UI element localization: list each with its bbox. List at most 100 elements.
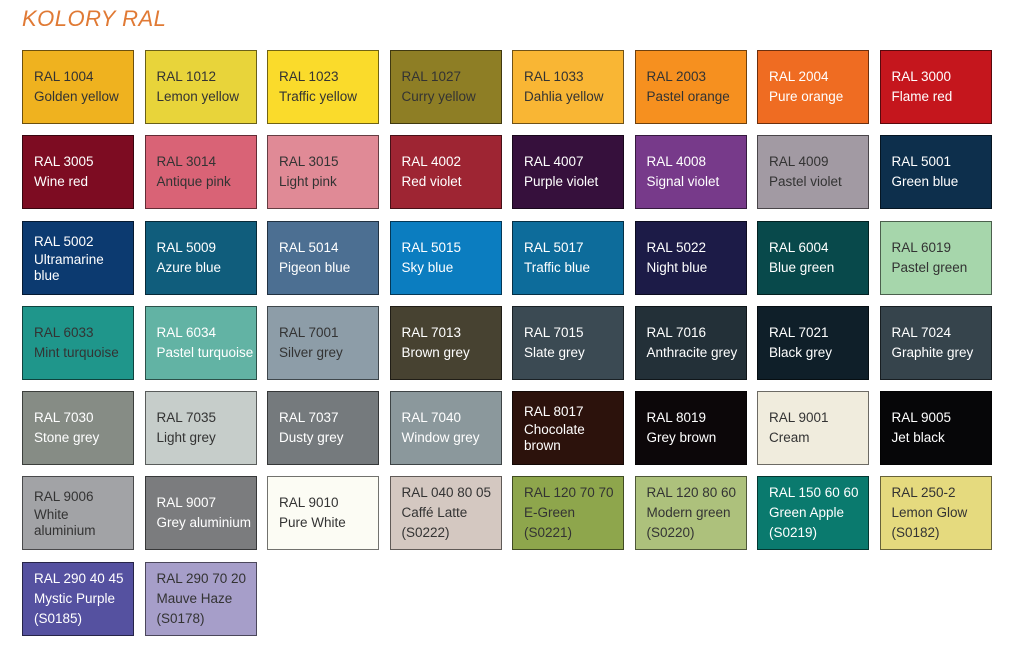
swatch-name: Lemon yellow [156,89,240,104]
color-swatch[interactable]: RAL 1004 Golden yellow [22,50,134,124]
color-swatch[interactable]: RAL 5014 Pigeon blue [267,220,379,295]
color-swatch[interactable]: RAL 9010 Pure White [267,476,379,551]
color-swatch[interactable]: RAL 7021 Black grey [757,305,869,380]
swatch-code: RAL 7016 [646,324,707,340]
swatch-name: Mauve Haze [156,590,233,606]
color-swatch[interactable]: RAL 1023 Traffic yellow [267,50,379,124]
color-swatch[interactable]: RAL 5001 Green blue [879,135,992,210]
color-swatch[interactable]: RAL 7016 Anthracite grey [634,305,747,380]
swatch-name: Light pink [279,174,337,190]
swatch-code: RAL 7021 [769,324,829,340]
color-swatch[interactable]: RAL 9006 White aluminium [22,476,134,551]
color-swatch[interactable]: RAL 8019 Grey brown [634,391,747,466]
color-swatch[interactable]: RAL 4002 Red violet [389,135,502,210]
color-swatch[interactable]: RAL 9005 Jet black [879,391,992,466]
color-swatch[interactable]: RAL 6033 Mint turquoise [22,305,134,380]
color-swatch[interactable]: RAL 3000 Flame red [879,50,992,124]
swatch-name: Green Apple [769,505,845,521]
color-swatch[interactable]: RAL 5017 Traffic blue [512,220,624,295]
swatch-name: Silver grey [279,344,343,360]
color-swatch[interactable]: RAL 2004 Pure orange [757,50,869,124]
color-swatch[interactable]: RAL 4007 Purple violet [512,135,624,210]
color-swatch[interactable]: RAL 250-2 Lemon Glow (S0182) [879,476,992,551]
color-swatch[interactable]: RAL 5002 Ultramarine blue [22,220,134,295]
color-swatch[interactable]: RAL 150 60 60 Green Apple (S0219) [757,476,869,551]
swatch-code: RAL 1027 [401,69,462,84]
swatch-code: RAL 5001 [891,154,952,170]
color-swatch[interactable]: RAL 7013 Brown grey [389,305,502,380]
swatch-code: RAL 3015 [279,154,339,170]
swatch-code: RAL 7030 [34,410,94,426]
swatch-name: E-Green [524,505,576,521]
swatch-code: RAL 6019 [891,239,952,255]
swatch-code: RAL 4008 [646,154,707,170]
color-swatch[interactable]: RAL 6034 Pastel turquoise [144,305,257,380]
swatch-name: Jet black [891,430,945,446]
color-swatch[interactable]: RAL 8017 Chocolate brown [512,391,624,466]
swatch-reference: (S0185) [34,610,83,626]
color-swatch[interactable]: RAL 9001 Cream [757,391,869,466]
swatch-code: RAL 150 60 60 [769,485,859,501]
swatch-name: Mint turquoise [34,344,119,360]
swatch-reference: (S0182) [891,525,940,541]
color-swatch[interactable]: RAL 040 80 05 Caffé Latte (S0222) [389,476,502,551]
color-swatch[interactable]: RAL 5009 Azure blue [144,220,257,295]
swatch-name: Azure blue [156,259,222,275]
swatch-code: RAL 120 70 70 [524,485,614,501]
swatch-name: Cream [769,430,810,446]
swatch-name: Stone grey [34,430,100,446]
swatch-code: RAL 2003 [646,69,707,84]
color-swatch[interactable]: RAL 4008 Signal violet [634,135,747,210]
color-swatch[interactable]: RAL 290 40 45 Mystic Purple (S0185) [22,561,134,636]
color-swatch[interactable]: RAL 7040 Window grey [389,391,502,466]
color-swatch[interactable]: RAL 3015 Light pink [267,135,379,210]
swatch-code: RAL 7013 [401,324,462,340]
color-swatch[interactable]: RAL 2003 Pastel orange [634,50,747,124]
swatch-code: RAL 5015 [401,239,462,255]
swatch-name: Red violet [401,174,462,190]
color-swatch[interactable]: RAL 290 70 20 Mauve Haze (S0178) [144,561,257,636]
swatch-name: Anthracite grey [646,344,738,360]
color-swatch[interactable]: RAL 120 80 60 Modern green (S0220) [634,476,747,551]
color-swatch[interactable]: RAL 5022 Night blue [634,220,747,295]
swatch-reference: (S0221) [524,525,573,541]
color-swatch[interactable]: RAL 7037 Dusty grey [267,391,379,466]
color-swatch[interactable]: RAL 6004 Blue green [757,220,869,295]
swatch-reference: (S0219) [769,525,818,541]
swatch-code: RAL 040 80 05 [401,485,492,501]
color-swatch[interactable]: RAL 7035 Light grey [144,391,257,466]
color-swatch[interactable]: RAL 6019 Pastel green [879,220,992,295]
color-swatch[interactable]: RAL 5015 Sky blue [389,220,502,295]
swatch-code: RAL 4007 [524,154,584,170]
swatch-code: RAL 9006 [34,489,94,505]
swatch-reference: (S0220) [646,525,695,541]
swatch-code: RAL 9007 [156,495,217,511]
swatch-name: White aluminium [34,507,96,539]
swatch-code: RAL 6033 [34,324,94,340]
swatch-name: Signal violet [646,174,720,190]
color-swatch[interactable]: RAL 1033 Dahlia yellow [512,50,624,124]
swatch-code: RAL 7035 [156,410,217,426]
color-swatch[interactable]: RAL 3014 Antique pink [144,135,257,210]
swatch-name: Golden yellow [34,89,119,104]
color-swatch[interactable]: RAL 9007 Grey aluminium [144,476,257,551]
swatch-name: Black grey [769,344,833,360]
color-swatch[interactable]: RAL 1012 Lemon yellow [144,50,257,124]
swatch-code: RAL 2004 [769,69,829,84]
swatch-code: RAL 8019 [646,410,707,426]
swatch-code: RAL 1033 [524,69,584,84]
color-swatch[interactable]: RAL 1027 Curry yellow [389,50,502,124]
color-swatch[interactable]: RAL 4009 Pastel violet [757,135,869,210]
swatch-name: Grey brown [646,430,717,446]
color-swatch[interactable]: RAL 7001 Silver grey [267,305,379,380]
color-swatch[interactable]: RAL 120 70 70 E-Green (S0221) [512,476,624,551]
swatch-name: Modern green [646,505,731,521]
swatch-code: RAL 7040 [401,410,462,426]
swatch-code: RAL 7015 [524,324,584,340]
color-swatch[interactable]: RAL 7015 Slate grey [512,305,624,380]
swatch-code: RAL 5014 [279,239,339,255]
color-swatch[interactable]: RAL 7024 Graphite grey [879,305,992,380]
swatch-code: RAL 8017 [524,404,584,420]
color-swatch[interactable]: RAL 3005 Wine red [22,135,134,210]
color-swatch[interactable]: RAL 7030 Stone grey [22,391,134,466]
